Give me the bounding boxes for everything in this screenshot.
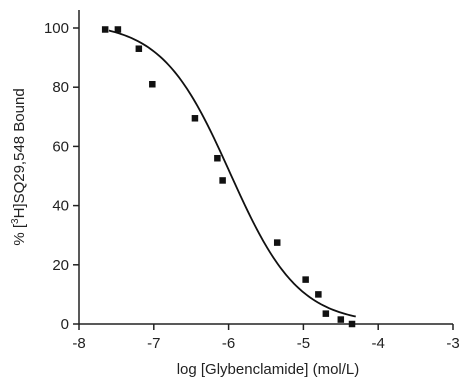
data-point — [315, 291, 322, 298]
data-point — [114, 26, 122, 33]
data-point — [273, 239, 281, 246]
y-axis-title: % [3H]SQ29,548 Bound — [10, 88, 28, 245]
y-tick-label: 0 — [61, 316, 69, 333]
data-point — [214, 154, 221, 162]
fit-curve — [108, 29, 356, 318]
axes — [78, 10, 453, 325]
x-tick-label: -6 — [222, 335, 235, 352]
x-tick-label: -4 — [372, 335, 385, 352]
data-point — [348, 320, 356, 328]
y-tick-label: 80 — [52, 79, 69, 96]
data-point — [149, 80, 156, 88]
ticks: -8 -7 -6 -5 -4 -3 0 20 40 60 80 100 — [44, 20, 460, 352]
data-point — [135, 45, 143, 52]
data-points — [101, 26, 356, 328]
y-tick-label: 100 — [44, 20, 69, 37]
x-tick-label: -5 — [297, 335, 310, 352]
y-axis-title-prefix: % [ — [11, 223, 28, 246]
x-axis-title: log [Glybenclamide] (mol/L) — [177, 361, 360, 378]
y-tick-label: 20 — [52, 257, 69, 274]
y-axis-title-suffix: H]SQ29,548 Bound — [11, 88, 28, 218]
data-point — [101, 26, 109, 33]
y-tick-label: 40 — [52, 198, 69, 215]
y-axis-title-superscript: 3 — [10, 218, 21, 224]
data-point — [337, 316, 345, 323]
x-tick-label: -3 — [446, 335, 459, 352]
data-point — [322, 310, 330, 317]
fit-curve-layer — [108, 29, 356, 318]
data-point — [191, 115, 199, 122]
x-tick-label: -8 — [72, 335, 85, 352]
data-point — [219, 177, 226, 184]
x-tick-label: -7 — [147, 335, 160, 352]
data-point — [302, 276, 309, 283]
y-tick-label: 60 — [52, 138, 69, 155]
